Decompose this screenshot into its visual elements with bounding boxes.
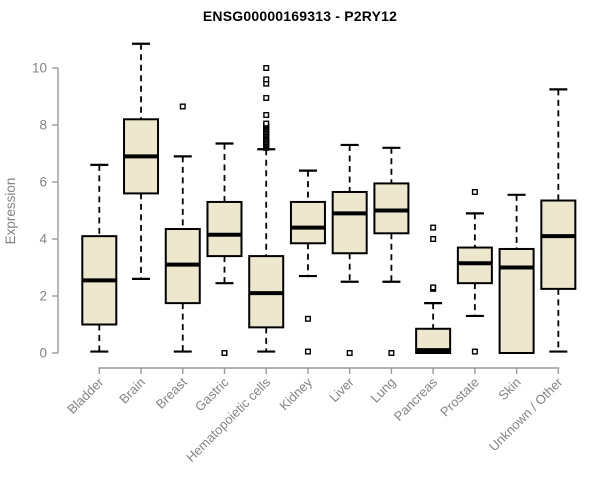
box-kidney [289,169,326,355]
outlier-point [304,315,311,322]
x-tick-label: Bladder [64,374,107,417]
outlier-point [471,348,478,355]
box-prostate [456,188,493,355]
outlier-point [263,120,270,127]
chart-title: ENSG00000169313 - P2RY12 [202,8,398,24]
y-tick-label: 0 [39,346,47,361]
y-tick-label: 6 [39,175,47,190]
box-skin [498,193,535,355]
x-tick-label: Kidney [276,374,315,413]
x-tick-label: Breast [153,374,190,411]
box-liver [331,143,368,357]
iqr-box [206,200,243,258]
box-brain [123,42,160,280]
box-hematopoietic-cells [248,64,285,353]
outlier-point [430,224,437,231]
outlier-point [221,350,228,357]
outlier-point [430,284,437,291]
y-axis-label: Expression [3,178,18,245]
outlier-point [263,94,270,101]
outlier-point [346,350,353,357]
outlier-point [179,103,186,110]
outlier-point [430,235,437,242]
x-tick-label: Liver [326,374,357,405]
y-tick-label: 8 [39,118,47,133]
x-tick-label: Gastric [192,374,232,414]
box-lung [373,146,410,357]
box-bladder [81,163,118,353]
iqr-box [540,199,577,290]
iqr-box [498,247,535,355]
x-tick-label: Skin [495,375,523,403]
outlier-point [471,188,478,195]
box-unknown-other [540,88,577,353]
iqr-box [373,182,410,235]
iqr-box [289,200,326,245]
iqr-box [456,246,493,285]
outlier-point [263,76,270,83]
x-tick-label: Pancreas [391,374,441,424]
y-tick-label: 2 [39,289,47,304]
y-tick-label: 4 [39,232,47,247]
x-tick-label: Unknown / Other [486,374,566,454]
boxes [81,42,577,357]
x-tick-label: Prostate [437,375,482,420]
outlier-point [388,350,395,357]
outlier-point [263,112,270,119]
box-gastric [206,142,243,357]
y-tick-label: 10 [32,61,47,76]
x-tick-label: Lung [367,375,398,406]
x-tick-label: Brain [116,375,148,407]
box-breast [164,103,201,353]
box-pancreas [415,224,452,354]
outlier-point [263,64,270,71]
outlier-point [304,348,311,355]
iqr-box [331,190,368,255]
